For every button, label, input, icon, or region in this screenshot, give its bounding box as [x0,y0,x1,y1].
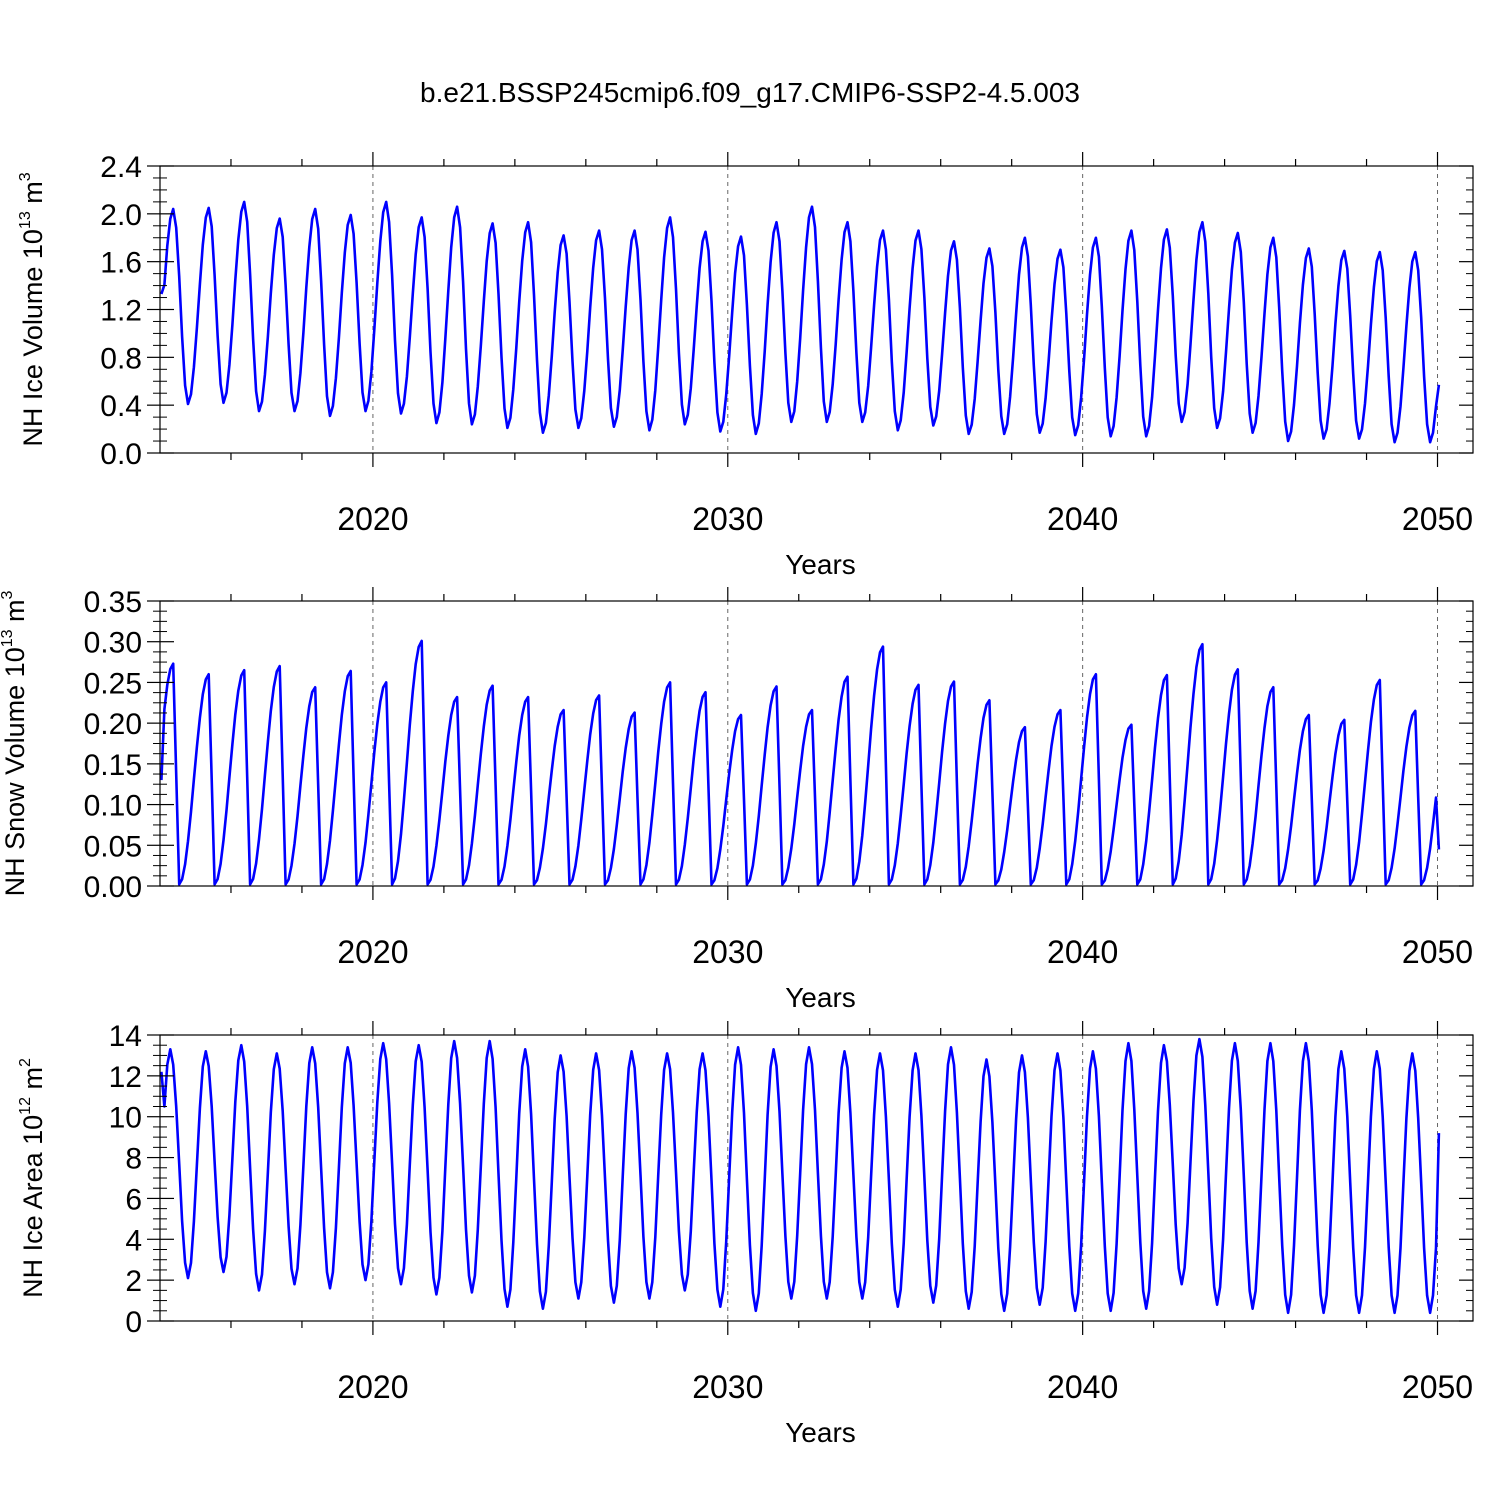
snow-volume-ytick-label: 0.30 [84,627,142,660]
ice-volume-ytick-label: 2.0 [100,199,142,232]
ice-volume-ytick-label: 0.0 [100,438,142,471]
snow-volume-xtick-label: 2050 [1402,934,1473,970]
ice-volume-ytick-label: 2.4 [100,151,142,184]
snow-volume-ytick-label: 0.15 [84,749,142,782]
ice-area-xtick-label: 2030 [692,1369,763,1405]
ice-volume-xtick-label: 2040 [1047,501,1118,537]
ice-area-panel: 0 2 4 6 8 10 12 14 2020 2030 2040 2050 Years NH Ice A… [17,1020,1474,1448]
ice-area-ytick-label: 14 [109,1020,142,1053]
snow-volume-xtick-label: 2040 [1047,934,1118,970]
ice-area-ytick-label: 6 [125,1183,142,1216]
snow-volume-y-axis-label: NH Snow Volume 1013 m3 [0,590,30,896]
figure-title: b.e21.BSSP245cmip6.f09_g17.CMIP6-SSP2-4.… [420,77,1080,108]
ice-area-xtick-label: 2020 [337,1369,408,1405]
ice-area-xtick-label: 2040 [1047,1369,1118,1405]
snow-volume-x-axis-label: Years [785,982,856,1013]
ice-volume-ytick-label: 0.4 [100,390,142,423]
ice-volume-xtick-label: 2030 [692,501,763,537]
ice-area-ytick-label: 12 [109,1061,142,1094]
ice-area-x-axis-label: Years [785,1417,856,1448]
snow-volume-ytick-label: 0.35 [84,586,142,619]
snow-volume-xtick-label: 2020 [337,934,408,970]
snow-volume-ytick-label: 0.20 [84,708,142,741]
ice-area-xtick-label: 2050 [1402,1369,1473,1405]
snow-volume-series-line [160,639,1441,886]
ice-area-ytick-label: 10 [109,1102,142,1135]
snow-volume-xtick-label: 2030 [692,934,763,970]
ice-volume-x-axis-label: Years [785,549,856,580]
ice-volume-xtick-label: 2050 [1402,501,1473,537]
ice-volume-y-axis-label: NH Ice Volume 1013 m3 [17,172,48,446]
ice-area-ytick-label: 0 [125,1306,142,1339]
ice-volume-ytick-label: 1.2 [100,295,142,328]
ice-volume-xtick-label: 2020 [337,501,408,537]
ice-area-ytick-label: 8 [125,1143,142,1176]
snow-volume-panel: 0.00 0.05 0.10 0.15 0.20 0.25 0.30 0.35 2020 2030… [0,586,1474,1013]
ice-area-ytick-label: 2 [125,1265,142,1298]
ice-volume-panel: 0.0 0.4 0.8 1.2 1.6 2.0 2.4 2020 2030 2040 2050 Yea… [17,151,1474,580]
ice-area-ytick-label: 4 [125,1224,142,1257]
snow-volume-ytick-label: 0.05 [84,830,142,863]
ice-volume-ytick-label: 0.8 [100,342,142,375]
snow-volume-ytick-label: 0.10 [84,790,142,823]
snow-volume-ytick-label: 0.00 [84,871,142,904]
ice-volume-series-line [160,200,1441,444]
ice-area-y-axis-label: NH Ice Area 1012 m2 [17,1058,48,1298]
snow-volume-ytick-label: 0.25 [84,667,142,700]
ice-volume-ytick-label: 1.6 [100,247,142,280]
ice-area-series-line [160,1037,1441,1315]
